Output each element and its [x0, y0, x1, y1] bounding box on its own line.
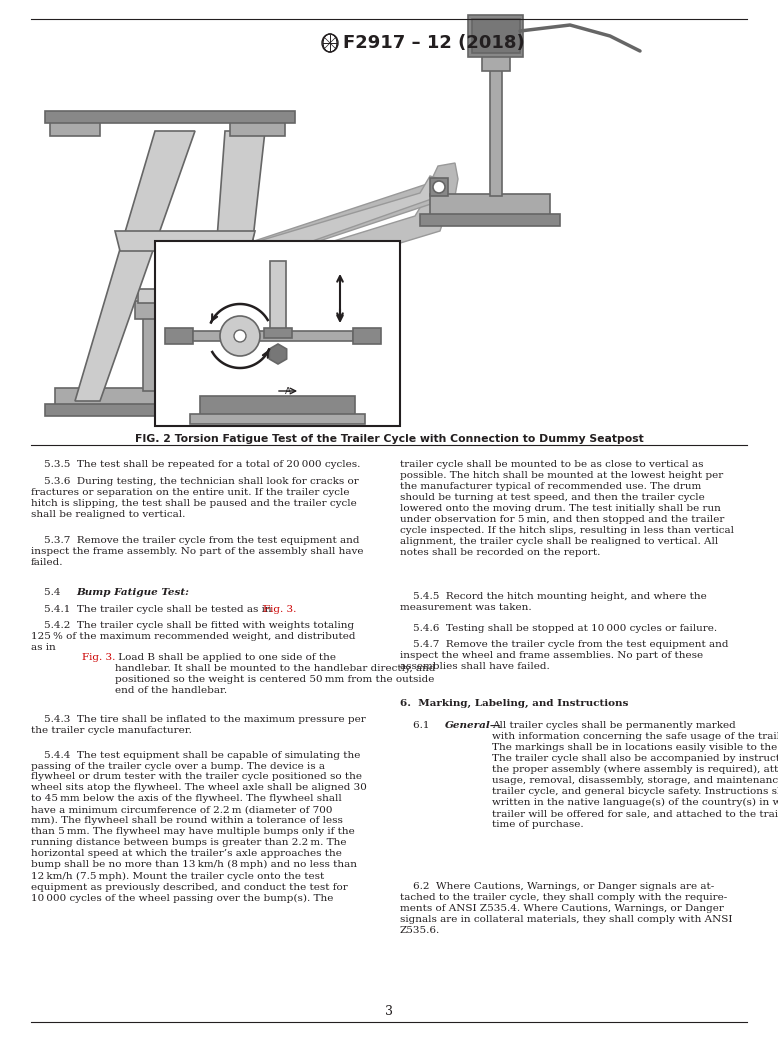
Text: 5.3.5  The test shall be repeated for a total of 20 000 cycles.: 5.3.5 The test shall be repeated for a t…	[31, 460, 360, 469]
Bar	[430, 178, 448, 196]
Bar	[468, 15, 523, 57]
Text: 5.4.5  Record the hitch mounting height, and where the
measurement was taken.: 5.4.5 Record the hitch mounting height, …	[400, 592, 706, 612]
Bar	[190, 414, 365, 424]
Bar	[472, 19, 520, 53]
Text: Fig. 3.: Fig. 3.	[263, 605, 296, 614]
Text: 5.4: 5.4	[31, 588, 67, 598]
Circle shape	[234, 330, 246, 342]
Polygon shape	[115, 231, 255, 251]
Bar	[143, 316, 165, 391]
Bar	[270, 261, 286, 331]
Ellipse shape	[322, 34, 338, 52]
Text: All trailer cycles shall be permanently marked
with information concerning the s: All trailer cycles shall be permanently …	[492, 721, 778, 830]
Text: F2917 – 12 (2018): F2917 – 12 (2018)	[343, 34, 524, 52]
Bar	[193, 331, 353, 341]
Polygon shape	[215, 163, 458, 269]
Bar	[45, 404, 265, 416]
Text: 5.4.2  The trailer cycle shall be fitted with weights totaling
125 % of the maxi: 5.4.2 The trailer cycle shall be fitted …	[31, 621, 356, 653]
Bar	[482, 55, 510, 71]
Text: Fig. 3.: Fig. 3.	[82, 653, 116, 662]
Bar	[430, 194, 550, 215]
Text: trailer cycle shall be mounted to be as close to vertical as
possible. The hitch: trailer cycle shall be mounted to be as …	[400, 460, 734, 557]
Bar	[490, 66, 502, 196]
Bar	[55, 388, 255, 406]
Polygon shape	[155, 176, 440, 286]
Bar	[264, 328, 292, 338]
Bar	[155, 242, 400, 426]
Bar	[420, 214, 560, 226]
Text: 5.4.3  The tire shall be inflated to the maximum pressure per
the trailer cycle : 5.4.3 The tire shall be inflated to the …	[31, 715, 366, 735]
Text: Load B shall be applied to one side of the
handlebar. It shall be mounted to the: Load B shall be applied to one side of t…	[115, 653, 436, 694]
Bar	[353, 328, 381, 344]
Text: Bump Fatigue Test:: Bump Fatigue Test:	[76, 588, 189, 598]
Bar	[135, 301, 173, 319]
Text: 6.  Marking, Labeling, and Instructions: 6. Marking, Labeling, and Instructions	[400, 699, 629, 708]
Text: General—: General—	[445, 721, 501, 731]
Bar	[230, 121, 285, 136]
Circle shape	[220, 316, 260, 356]
Text: 5.4.6  Testing shall be stopped at 10 000 cycles or failure.: 5.4.6 Testing shall be stopped at 10 000…	[400, 624, 717, 633]
Text: 5.4.7  Remove the trailer cycle from the test equipment and
inspect the wheel an: 5.4.7 Remove the trailer cycle from the …	[400, 640, 728, 671]
Text: 6.2  Where Cautions, Warnings, or Danger signals are at-
tached to the trailer c: 6.2 Where Cautions, Warnings, or Danger …	[400, 882, 732, 935]
Polygon shape	[75, 131, 195, 401]
Bar	[50, 121, 100, 136]
Text: 6.1: 6.1	[400, 721, 436, 731]
Text: 5.3.6  During testing, the technician shall look for cracks or
fractures or sepa: 5.3.6 During testing, the technician sha…	[31, 477, 359, 518]
Polygon shape	[205, 131, 265, 401]
Text: 5.4.4  The test equipment shall be capable of simulating the
passing of the trai: 5.4.4 The test equipment shall be capabl…	[31, 751, 367, 903]
Text: FIG. 2 Torsion Fatigue Test of the Trailer Cycle with Connection to Dummy Seatpo: FIG. 2 Torsion Fatigue Test of the Trail…	[135, 434, 643, 445]
Text: A: A	[285, 387, 291, 396]
Circle shape	[433, 181, 445, 193]
Polygon shape	[215, 191, 445, 293]
Text: 5.4.1  The trailer cycle shall be tested as in: 5.4.1 The trailer cycle shall be tested …	[31, 605, 275, 614]
Polygon shape	[269, 344, 286, 364]
Text: 5.3.7  Remove the trailer cycle from the test equipment and
inspect the frame as: 5.3.7 Remove the trailer cycle from the …	[31, 536, 363, 567]
Bar	[138, 289, 170, 303]
Bar	[45, 111, 295, 123]
Bar	[165, 328, 193, 344]
Text: 3: 3	[385, 1006, 393, 1018]
Bar	[200, 396, 355, 416]
